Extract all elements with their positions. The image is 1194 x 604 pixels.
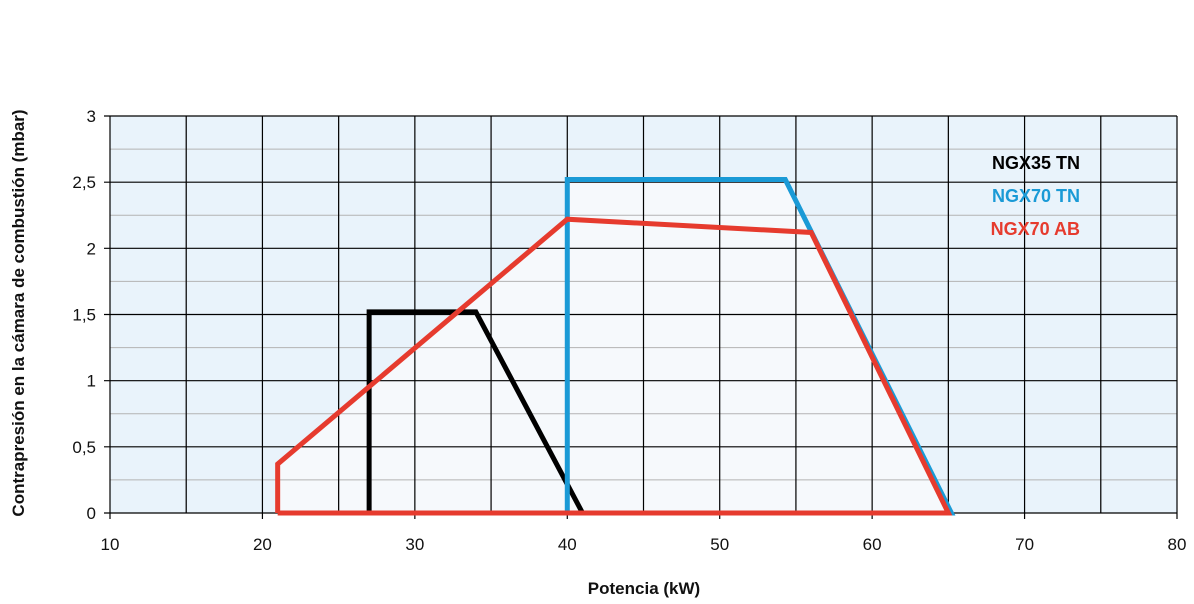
x-axis-title: Potencia (kW) (588, 579, 700, 598)
x-tick-label: 50 (710, 535, 729, 554)
x-tick-label: 20 (253, 535, 272, 554)
y-tick-label: 3 (87, 107, 96, 126)
tick-layer: 10 20 30 40 50 60 70 80 0 0,5 1 1,5 2 2,5 3 (72, 107, 1186, 554)
x-tick-label: 60 (863, 535, 882, 554)
y-tick-label: 0,5 (72, 438, 96, 457)
x-tick-label: 30 (405, 535, 424, 554)
legend-entry-ngx70-tn: NGX70 TN (992, 186, 1080, 206)
series-line-ngx70-ab (275, 216, 953, 516)
y-tick-label: 1 (87, 372, 96, 391)
y-axis-title: Contrapresión en la cámara de combustión… (9, 109, 28, 516)
y-tick-label: 1,5 (72, 306, 96, 325)
x-tick-label: 10 (101, 535, 120, 554)
x-tick-label: 80 (1168, 535, 1187, 554)
series-line-ngx35-tn (366, 309, 585, 515)
y-tick-label: 2 (87, 239, 96, 258)
x-tick-label: 40 (558, 535, 577, 554)
x-tick-label: 70 (1015, 535, 1034, 554)
legend: NGX35 TN NGX70 TN NGX70 AB (991, 153, 1080, 239)
legend-entry-ngx70-ab: NGX70 AB (991, 219, 1080, 239)
coverage-fill (277, 179, 952, 513)
series-layer (275, 177, 956, 516)
grid-layer (104, 115, 1178, 519)
y-tick-label: 2,5 (72, 173, 96, 192)
y-tick-label: 0 (87, 504, 96, 523)
coverage-fill-layer (277, 179, 952, 513)
legend-entry-ngx35-tn: NGX35 TN (992, 153, 1080, 173)
